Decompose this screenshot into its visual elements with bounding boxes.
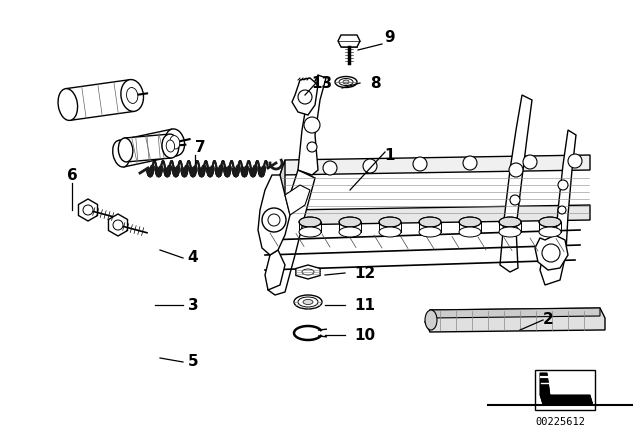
- Polygon shape: [280, 155, 590, 175]
- Text: 11: 11: [355, 297, 376, 313]
- Ellipse shape: [343, 80, 349, 84]
- Polygon shape: [540, 395, 593, 405]
- Ellipse shape: [162, 134, 179, 158]
- Ellipse shape: [118, 138, 133, 162]
- Circle shape: [113, 220, 123, 230]
- Polygon shape: [258, 175, 290, 255]
- Polygon shape: [540, 373, 550, 395]
- Circle shape: [510, 226, 518, 234]
- Text: 9: 9: [385, 30, 396, 46]
- Text: 1: 1: [385, 147, 396, 163]
- Polygon shape: [540, 242, 565, 285]
- Ellipse shape: [294, 295, 322, 309]
- Text: 4: 4: [188, 250, 198, 266]
- Ellipse shape: [539, 217, 561, 227]
- Ellipse shape: [298, 297, 318, 307]
- Text: 12: 12: [355, 266, 376, 280]
- Ellipse shape: [299, 217, 321, 227]
- Polygon shape: [79, 199, 97, 221]
- Ellipse shape: [379, 217, 401, 227]
- Ellipse shape: [539, 227, 561, 237]
- Ellipse shape: [459, 217, 481, 227]
- Text: 10: 10: [355, 327, 376, 343]
- Circle shape: [268, 214, 280, 226]
- Polygon shape: [296, 265, 320, 279]
- Ellipse shape: [113, 140, 129, 167]
- Ellipse shape: [459, 227, 481, 237]
- Polygon shape: [125, 134, 172, 162]
- Circle shape: [568, 154, 582, 168]
- Text: 7: 7: [195, 141, 205, 155]
- Ellipse shape: [299, 227, 321, 237]
- Polygon shape: [118, 129, 178, 167]
- Ellipse shape: [499, 217, 521, 227]
- Circle shape: [509, 163, 523, 177]
- Polygon shape: [265, 250, 285, 290]
- Polygon shape: [500, 95, 532, 272]
- Polygon shape: [555, 130, 576, 256]
- Ellipse shape: [419, 217, 441, 227]
- Bar: [535, 370, 595, 410]
- Circle shape: [523, 155, 537, 169]
- Text: 2: 2: [543, 313, 554, 327]
- Polygon shape: [430, 308, 600, 318]
- Polygon shape: [280, 160, 285, 225]
- Ellipse shape: [339, 78, 353, 86]
- Text: 8: 8: [370, 76, 380, 90]
- Polygon shape: [280, 205, 590, 225]
- Circle shape: [558, 206, 566, 214]
- Circle shape: [323, 161, 337, 175]
- Text: 5: 5: [188, 354, 198, 370]
- Ellipse shape: [419, 227, 441, 237]
- Ellipse shape: [425, 310, 437, 330]
- Ellipse shape: [499, 227, 521, 237]
- Circle shape: [542, 244, 560, 262]
- Polygon shape: [540, 395, 593, 405]
- Text: 00225612: 00225612: [535, 417, 585, 427]
- Circle shape: [298, 90, 312, 104]
- Ellipse shape: [335, 77, 357, 87]
- Circle shape: [304, 117, 320, 133]
- Text: 3: 3: [188, 297, 198, 313]
- Ellipse shape: [303, 300, 313, 305]
- Text: 13: 13: [312, 76, 333, 90]
- Polygon shape: [425, 308, 605, 332]
- Ellipse shape: [339, 217, 361, 227]
- Circle shape: [363, 159, 377, 173]
- Polygon shape: [298, 75, 326, 175]
- Polygon shape: [268, 170, 315, 295]
- Ellipse shape: [302, 269, 314, 275]
- Ellipse shape: [127, 87, 138, 103]
- Polygon shape: [535, 235, 568, 270]
- Ellipse shape: [165, 129, 184, 155]
- Polygon shape: [65, 80, 134, 121]
- Ellipse shape: [166, 140, 175, 152]
- Ellipse shape: [379, 227, 401, 237]
- Ellipse shape: [170, 136, 180, 149]
- Ellipse shape: [58, 89, 77, 121]
- Polygon shape: [108, 214, 127, 236]
- Circle shape: [463, 156, 477, 170]
- Circle shape: [83, 205, 93, 215]
- Ellipse shape: [339, 227, 361, 237]
- Circle shape: [413, 157, 427, 171]
- Polygon shape: [292, 78, 318, 115]
- Ellipse shape: [121, 80, 143, 112]
- Polygon shape: [338, 35, 360, 47]
- Circle shape: [262, 208, 286, 232]
- Circle shape: [558, 180, 568, 190]
- Circle shape: [510, 195, 520, 205]
- Circle shape: [307, 142, 317, 152]
- Polygon shape: [540, 373, 550, 395]
- Polygon shape: [285, 185, 310, 215]
- Text: 6: 6: [67, 168, 77, 182]
